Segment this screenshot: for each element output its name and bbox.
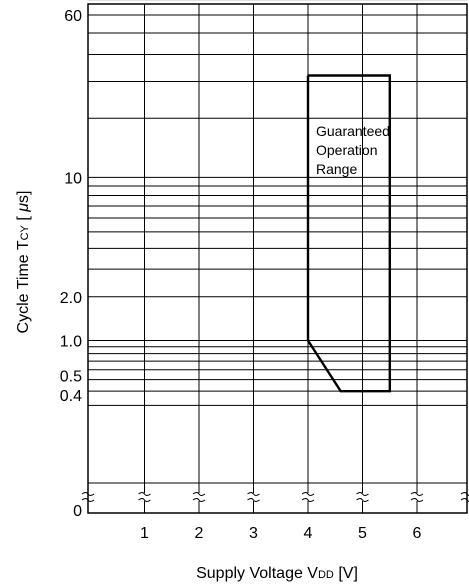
annotation-line-3: Range	[316, 161, 357, 177]
guaranteed-operation-range-outline	[306, 74, 391, 393]
y-axis-title-mu: μ	[15, 203, 32, 213]
x-tick-label: 2	[195, 525, 204, 542]
axis-break-mark	[138, 498, 151, 502]
y-axis-title-unit-close: s]	[15, 191, 32, 203]
axis-break-mark	[192, 492, 206, 496]
x-axis-title-sub: DD	[318, 569, 334, 581]
axis-break-mark	[138, 492, 151, 496]
axis-break-marks	[81, 492, 469, 502]
y-tick-label: 0.4	[60, 388, 82, 405]
y-axis-title-main: Cycle Time T	[15, 240, 32, 333]
axis-break-mark	[410, 492, 424, 496]
x-axis-title-unit: [V]	[334, 565, 358, 582]
x-axis-title-main: Supply Voltage V	[196, 565, 318, 582]
x-tick-label: 3	[249, 525, 258, 542]
axis-break-mark	[192, 498, 206, 502]
axis-break-mark	[247, 492, 260, 496]
y-tick-label: 0.5	[60, 369, 82, 386]
axis-break-mark	[301, 498, 315, 502]
y-tick-labels: 60 10 2.0 1.0 0.5 0.4 0	[60, 8, 82, 520]
axis-break-mark	[356, 492, 369, 496]
x-tick-label: 6	[413, 525, 422, 542]
y-tick-label: 1.0	[60, 334, 82, 351]
axis-break-mark	[301, 492, 315, 496]
y-axis-title-unit-open: [	[15, 212, 32, 225]
axis-break-mark	[247, 498, 260, 502]
annotation-line-1: Guaranteed	[316, 123, 390, 139]
axis-break-mark	[460, 492, 469, 496]
y-tick-label: 2.0	[60, 290, 82, 307]
x-tick-label: 1	[140, 525, 149, 542]
y-tick-label: 60	[64, 8, 82, 25]
axis-break-mark	[356, 498, 369, 502]
plot-frame	[87, 3, 468, 514]
axis-break-mark	[410, 498, 424, 502]
x-tick-label: 4	[304, 525, 313, 542]
annotation-line-2: Operation	[316, 142, 377, 158]
y-tick-label: 10	[64, 170, 82, 187]
axis-break-mark	[460, 498, 469, 502]
x-tick-labels: 1 2 3 4 5 6	[140, 525, 422, 542]
x-tick-label: 5	[358, 525, 367, 542]
series-layer	[306, 74, 391, 393]
y-axis-title-sub: CY	[19, 224, 31, 240]
grid-lines	[88, 0, 467, 513]
y-tick-label: 0	[73, 503, 82, 520]
y-axis-title: Cycle Time TCY [ μs]	[15, 191, 32, 334]
x-axis-title: Supply Voltage VDD [V]	[196, 565, 358, 582]
